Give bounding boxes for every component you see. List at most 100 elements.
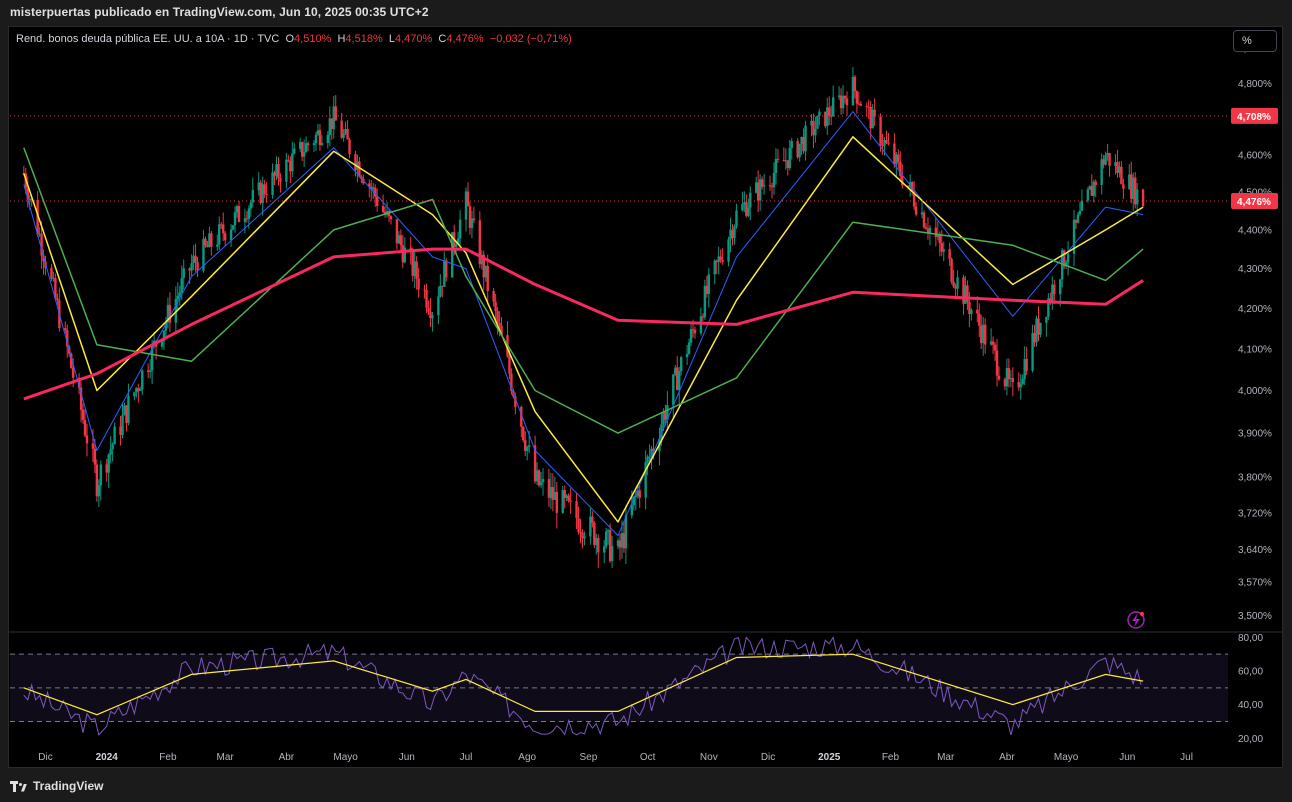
candle [340, 120, 343, 138]
candle [1122, 184, 1125, 189]
candle [166, 304, 170, 323]
candle [989, 341, 993, 345]
candle [1092, 181, 1095, 196]
candle [235, 206, 239, 213]
candle [202, 238, 205, 271]
candle [218, 224, 221, 245]
candle [800, 136, 803, 144]
candle [38, 233, 41, 235]
candle [901, 175, 904, 186]
candle [1080, 200, 1084, 211]
price-axis-tick: 4,300% [1238, 264, 1272, 275]
candle [721, 260, 724, 262]
candle [859, 103, 863, 106]
candle [312, 143, 316, 146]
candle [970, 309, 973, 315]
candle [478, 220, 482, 265]
percent-scale-button[interactable]: % [1233, 30, 1277, 52]
candle [243, 218, 247, 222]
candle [907, 185, 910, 188]
legend-close-label: C [438, 33, 447, 45]
legend-change-value: −0,032 (−0,71%) [489, 33, 572, 45]
candle [1134, 177, 1137, 205]
candle [978, 313, 981, 326]
ma-yellow-line [23, 136, 1144, 523]
candle [257, 182, 260, 191]
candle [304, 143, 308, 153]
candle [326, 134, 330, 144]
candle [348, 139, 351, 155]
candle [456, 238, 460, 244]
candle [300, 142, 304, 157]
candle [208, 233, 211, 248]
candle [263, 184, 266, 194]
candle [141, 370, 144, 390]
candle [71, 368, 75, 378]
time-axis-tick: Abr [999, 752, 1015, 763]
candle [1078, 210, 1082, 215]
candle [1062, 250, 1066, 267]
candle [439, 285, 442, 297]
candle [980, 325, 983, 344]
candle [125, 405, 128, 424]
candle [733, 226, 736, 239]
candle [320, 143, 324, 146]
candle [1009, 378, 1013, 380]
candle [565, 495, 568, 498]
candle [610, 546, 614, 561]
time-axis-tick: Dic [38, 752, 52, 763]
time-axis-tick: Oct [640, 752, 656, 763]
candle [334, 106, 337, 121]
candle [920, 212, 924, 215]
candle [127, 396, 130, 424]
candle [699, 316, 703, 334]
price-axis-tick: 3,640% [1238, 545, 1272, 556]
candle [425, 289, 428, 308]
candle [26, 187, 29, 200]
candle [638, 490, 641, 498]
candle [551, 487, 555, 500]
candle [676, 367, 679, 391]
candle [727, 239, 730, 262]
candle [768, 185, 772, 187]
candle [277, 164, 280, 179]
candle [261, 184, 264, 204]
candle [249, 202, 253, 209]
candle [826, 107, 829, 127]
candle [547, 479, 551, 498]
candle [782, 160, 786, 162]
candle [936, 234, 940, 237]
ma-200-line [23, 247, 1144, 401]
candle [413, 261, 416, 277]
candle [328, 118, 331, 135]
candle [691, 329, 695, 331]
candle [344, 129, 347, 134]
candle [871, 109, 874, 129]
candle [93, 448, 97, 465]
candle [828, 107, 831, 116]
candle [273, 172, 276, 176]
candle [56, 298, 59, 301]
candle [441, 285, 444, 287]
candle [81, 409, 85, 421]
tradingview-logo[interactable]: TradingView [10, 778, 103, 794]
candle [99, 464, 103, 486]
candle [589, 516, 592, 537]
candle [729, 229, 732, 240]
candle [164, 322, 168, 331]
candle [810, 120, 813, 126]
candle [952, 281, 955, 287]
candle [593, 522, 596, 546]
time-axis-tick: Jun [1119, 752, 1135, 763]
candle [674, 367, 677, 375]
candle [1086, 189, 1090, 201]
price-axis-tick: 4,100% [1238, 344, 1272, 355]
price-axis-tick: 4,500% [1238, 188, 1272, 199]
candle [644, 462, 647, 498]
candle [221, 224, 225, 234]
candle [1003, 379, 1007, 387]
candle [50, 267, 53, 279]
candle [606, 530, 610, 532]
candle [188, 268, 191, 271]
